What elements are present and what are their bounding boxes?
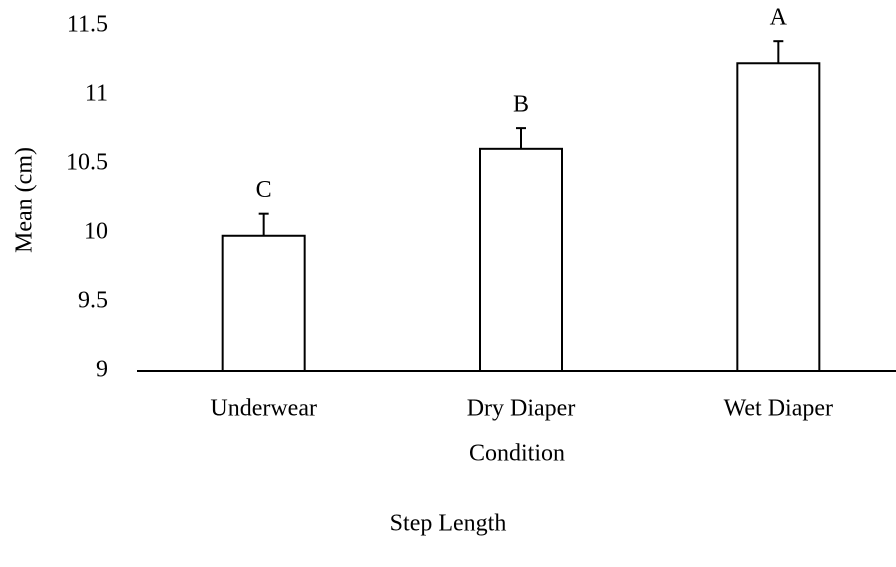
- annotation: C: [256, 177, 272, 203]
- x-axis-label: Condition: [469, 441, 565, 467]
- annotation: B: [513, 92, 529, 118]
- y-tick-label: 10.5: [66, 150, 108, 176]
- x-tick-label: Dry Diaper: [467, 396, 576, 422]
- y-tick-label: 9: [96, 357, 108, 383]
- y-tick-label: 10: [84, 219, 108, 245]
- chart-title: Step Length: [390, 511, 507, 537]
- y-tick-label: 11.5: [67, 12, 108, 38]
- bar: [736, 62, 821, 372]
- x-tick-label: Underwear: [210, 396, 317, 422]
- bar: [479, 147, 563, 372]
- annotation: A: [770, 5, 788, 31]
- y-axis-label: Mean (cm): [12, 147, 38, 253]
- x-tick-label: Wet Diaper: [724, 396, 833, 422]
- y-tick-label: 11: [85, 81, 108, 107]
- bar: [221, 234, 306, 372]
- y-tick-label: 9.5: [78, 288, 108, 314]
